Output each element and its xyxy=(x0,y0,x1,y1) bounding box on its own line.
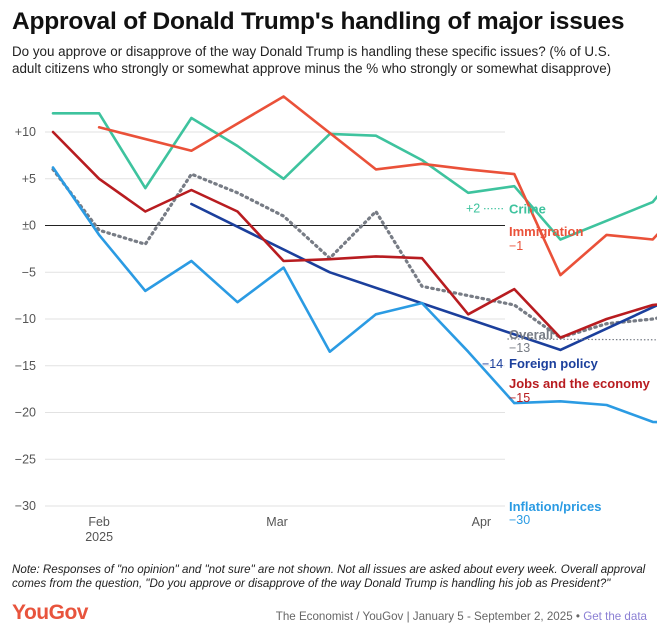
y-tick-label: −5 xyxy=(22,265,36,279)
axis-ticks: +10+5±0−5−10−15−20−25−30Feb2025MarAprMay… xyxy=(15,125,491,544)
source-line: The Economist / YouGov | January 5 - Sep… xyxy=(276,610,647,623)
series-line-inflation-prices xyxy=(51,166,657,424)
x-tick-label: Feb xyxy=(88,515,110,529)
y-tick-label: ±0 xyxy=(22,219,36,233)
chart-title: Approval of Donald Trump's handling of m… xyxy=(12,8,625,35)
series-lines xyxy=(51,95,657,424)
x-tick-label: Mar xyxy=(266,515,288,529)
y-tick-label: −10 xyxy=(15,312,36,326)
series-name-foreign-policy: Foreign policy xyxy=(509,356,599,371)
series-line-jobs-and-the-economy xyxy=(51,130,657,340)
x-tick-year-label: 2025 xyxy=(85,530,113,544)
y-tick-label: −20 xyxy=(15,406,36,420)
series-line-crime xyxy=(51,112,657,241)
series-name-jobs-and-the-economy: Jobs and the economy xyxy=(509,376,651,391)
source-separator: • xyxy=(575,610,580,623)
value-label-overall: −13 xyxy=(509,341,530,355)
series-name-inflation-prices: Inflation/prices xyxy=(509,499,601,514)
value-label-jobs-and-the-economy: −15 xyxy=(509,391,530,405)
series-name-overall: Overall xyxy=(509,327,553,342)
value-label-crime: +2 xyxy=(466,202,480,216)
y-tick-label: −30 xyxy=(15,499,36,513)
line-chart: +10+5±0−5−10−15−20−25−30Feb2025MarAprMay… xyxy=(15,95,657,544)
y-tick-label: +10 xyxy=(15,125,36,139)
gridlines xyxy=(45,131,505,507)
series-name-crime: Crime xyxy=(509,202,546,217)
value-label-foreign-policy: −14 xyxy=(482,357,503,371)
y-tick-label: +5 xyxy=(22,172,36,186)
get-data-link[interactable]: Get the data xyxy=(583,610,647,623)
value-label-immigration: −1 xyxy=(509,239,523,253)
footnote: Note: Responses of "no opinion" and "not… xyxy=(12,563,646,590)
value-label-inflation-prices: −30 xyxy=(509,513,530,527)
series-line-overall xyxy=(51,167,657,340)
chart-subtitle: Do you approve or disapprove of the way … xyxy=(12,44,612,76)
series-line-immigration xyxy=(97,95,657,277)
series-line-foreign-policy xyxy=(190,202,657,352)
x-tick-label: Apr xyxy=(472,515,491,529)
y-tick-label: −15 xyxy=(15,359,36,373)
source-text: The Economist / YouGov | January 5 - Sep… xyxy=(275,610,573,623)
series-name-immigration: Immigration xyxy=(509,224,583,239)
series-labels: +2 Crime Immigration−1 Overall−13 −14 Foreign… xyxy=(466,202,657,527)
y-tick-label: −25 xyxy=(15,452,36,466)
yougov-logo: YouGov xyxy=(12,601,88,624)
